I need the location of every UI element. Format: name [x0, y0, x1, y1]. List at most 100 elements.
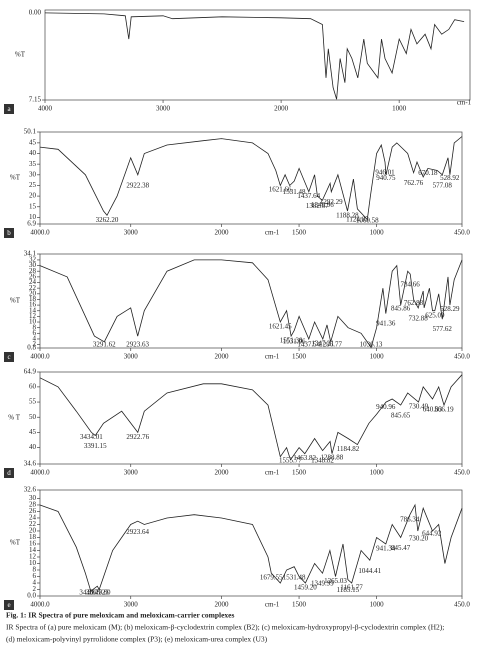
x-tick-label: 1000	[370, 469, 385, 477]
peak-label: 845.47	[391, 544, 411, 552]
x-tick-label: 3000	[124, 229, 139, 237]
peak-label: 3391.15	[84, 442, 107, 450]
x-tick-label: 1500	[292, 353, 307, 361]
x-tick-label: 1000	[392, 105, 407, 113]
y-tick-label: 20	[29, 289, 37, 297]
y-tick-label: 60	[29, 382, 37, 390]
peak-label: 786.34	[400, 515, 420, 523]
y-tick-label: 4	[33, 579, 37, 587]
spectrum-line	[44, 12, 465, 100]
y-tick-label: 64.9	[24, 368, 37, 376]
panel-letter-box	[4, 468, 14, 478]
y-tick-label: 2	[33, 340, 37, 348]
x-tick-label: 1500	[292, 469, 307, 477]
peak-label: 3368.23	[86, 589, 109, 597]
y-axis-label: %T	[10, 297, 21, 305]
peak-label: 1531.48	[283, 573, 306, 581]
peak-label: 640.83	[423, 405, 443, 413]
spectrum-line	[39, 136, 463, 221]
peak-label: 2922.76	[126, 433, 149, 441]
peak-label: 940.96	[376, 403, 396, 411]
peak-label: 1296.77	[319, 341, 342, 349]
y-tick-label: 50.1	[24, 128, 37, 136]
peak-label: 1459.20	[294, 584, 317, 592]
y-tick-label: 32	[29, 256, 37, 264]
x-tick-label: 2000	[214, 469, 229, 477]
x-axis-label: cm-1	[265, 469, 280, 477]
x-axis-label: cm-1	[265, 229, 280, 237]
x-tick-label: 3000	[156, 105, 171, 113]
peak-label: 1555.77	[279, 457, 302, 465]
panel-letter: b	[7, 229, 11, 237]
y-tick-label: 25	[29, 181, 37, 189]
peak-label: 1124.05	[346, 215, 369, 223]
y-tick-label: 24	[29, 278, 37, 286]
peak-label: 730.20	[409, 534, 429, 542]
y-tick-label: 12	[29, 312, 37, 320]
y-tick-label: 6	[33, 329, 37, 337]
x-tick-label: 450.0	[454, 601, 470, 609]
x-tick-label: 1500	[292, 229, 307, 237]
y-axis-label: % T	[8, 414, 20, 422]
x-tick-label: 2000	[274, 105, 289, 113]
x-tick-label: 2000	[214, 601, 229, 609]
y-tick-label: 18	[29, 295, 37, 303]
panel-letter: c	[7, 353, 10, 361]
x-axis-label: cm-1	[265, 353, 280, 361]
y-tick-label: 26	[29, 507, 37, 515]
y-tick-label: 10	[29, 318, 37, 326]
x-tick-label: 1000	[370, 601, 385, 609]
plot-frame	[44, 9, 471, 101]
y-tick-label: 7.15	[29, 96, 42, 104]
spectrum-line	[39, 503, 463, 592]
x-tick-label: 3000	[124, 601, 139, 609]
caption-line: IR Spectra of (a) pure meloxicam (M); (b…	[6, 623, 444, 632]
y-tick-label: 28	[29, 501, 37, 509]
y-tick-label: 6	[33, 572, 37, 580]
y-tick-label: 0.0	[27, 592, 36, 600]
peak-label: 1036.13	[360, 341, 383, 349]
panel-letter-box	[4, 228, 14, 238]
peak-label: 1060.58	[356, 217, 379, 225]
peak-label: 1679.55	[260, 573, 283, 581]
x-axis-label: cm-1	[265, 601, 280, 609]
y-tick-label: 34.6	[24, 460, 37, 468]
peak-label: 625.09	[425, 311, 445, 319]
peak-label: 1349.96	[311, 201, 334, 209]
peak-label: 3291.62	[93, 341, 116, 349]
y-tick-label: 4	[33, 335, 37, 343]
peak-label: 1531.48	[283, 188, 306, 196]
peak-label: 762.76	[404, 179, 424, 187]
peak-label: 528.29	[440, 305, 460, 313]
peak-label: 566.19	[434, 406, 454, 414]
panel-letter: e	[7, 601, 10, 609]
y-tick-label: 8	[33, 566, 37, 574]
x-tick-label: 1000	[370, 353, 385, 361]
y-tick-label: 30	[29, 170, 37, 178]
y-axis-label: %T	[10, 539, 21, 547]
y-tick-label: 22	[29, 284, 37, 292]
peak-label: 1044.41	[358, 567, 381, 575]
x-axis-label: cm-1	[457, 99, 472, 107]
peak-label: 1349.99	[311, 580, 334, 588]
peak-label: 2923.64	[126, 528, 149, 536]
caption-title: Fig. 1: IR Spectra of pure meloxicam and…	[6, 611, 234, 620]
x-tick-label: 450.0	[454, 353, 470, 361]
y-tick-label: 32.6	[24, 486, 37, 494]
y-tick-label: 16	[29, 540, 37, 548]
peak-label: 1292.29	[320, 198, 343, 206]
x-tick-label: 4000	[38, 105, 53, 113]
y-tick-label: 6.9	[27, 220, 36, 228]
y-tick-label: 10	[29, 559, 37, 567]
y-tick-label: 30	[29, 261, 37, 269]
y-tick-label: 20	[29, 192, 37, 200]
panel-letter-box	[4, 600, 14, 610]
peak-label: 941.34	[376, 545, 396, 553]
x-tick-label: 4000.0	[30, 601, 50, 609]
y-tick-label: 45	[29, 428, 37, 436]
y-tick-label: 14	[29, 546, 37, 554]
peak-label: 1531.96	[283, 337, 306, 345]
peak-label: 644.92	[422, 530, 442, 538]
y-tick-label: 15	[29, 202, 37, 210]
